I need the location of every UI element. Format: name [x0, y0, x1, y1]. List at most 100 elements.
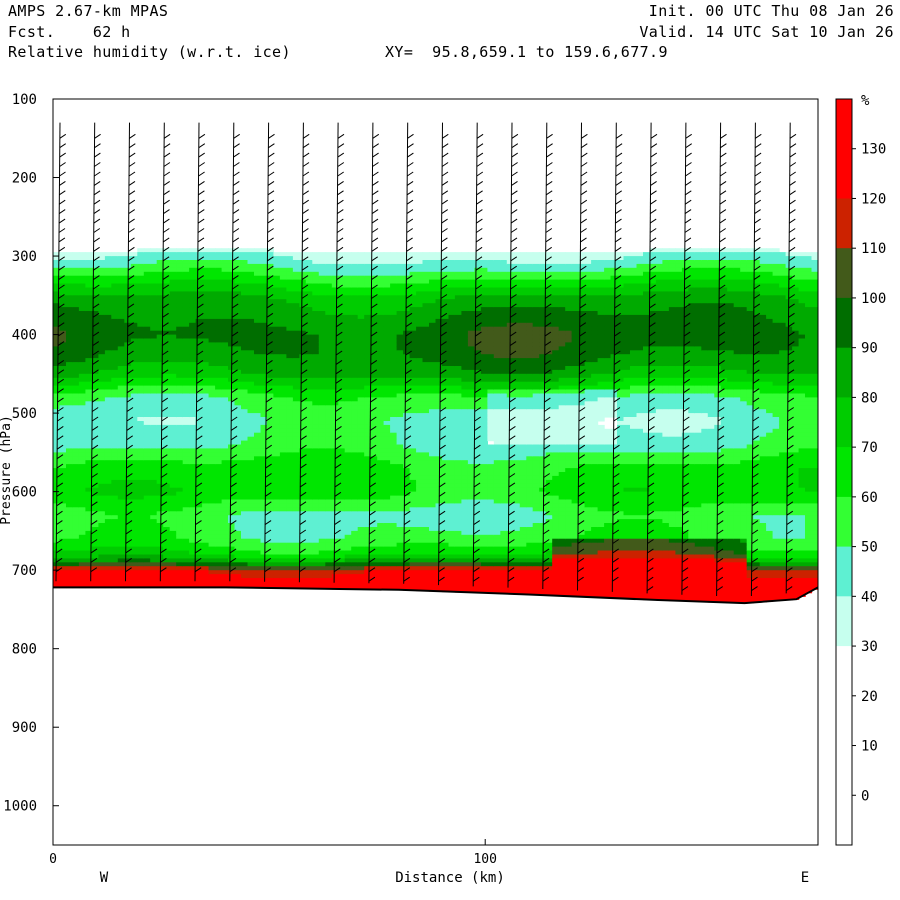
rh-cell: [91, 570, 99, 575]
rh-cell: [91, 377, 99, 383]
rh-cell: [318, 263, 326, 269]
rh-cell: [305, 566, 313, 571]
rh-cell: [344, 342, 352, 347]
rh-cell: [344, 377, 352, 383]
rh-cell: [409, 342, 417, 347]
rh-cell: [150, 511, 158, 516]
rh-cell: [137, 271, 145, 277]
rh-cell: [364, 405, 372, 410]
rh-cell: [182, 350, 190, 355]
rh-cell: [390, 452, 398, 457]
rh-cell: [85, 499, 93, 504]
rh-cell: [130, 271, 138, 277]
rh-cell: [254, 397, 262, 402]
rh-cell: [325, 479, 333, 485]
rh-cell: [364, 519, 372, 524]
rh-cell: [305, 483, 313, 489]
rh-cell: [137, 354, 145, 359]
rh-cell: [364, 464, 372, 469]
rh-cell: [292, 578, 300, 583]
rh-cell: [202, 468, 210, 473]
rh-cell: [312, 409, 320, 414]
rh-cell: [85, 472, 93, 477]
rh-cell: [182, 299, 190, 304]
rh-cell: [163, 456, 171, 461]
rh-cell: [111, 452, 119, 457]
rh-cell: [176, 252, 184, 257]
rh-cell: [312, 334, 320, 340]
rh-cell: [351, 566, 359, 571]
rh-cell: [66, 507, 74, 512]
rh-cell: [143, 523, 151, 528]
rh-cell: [78, 299, 86, 304]
rh-cell: [318, 405, 326, 410]
rh-cell: [305, 527, 313, 532]
rh-cell: [247, 338, 255, 343]
rh-cell: [370, 460, 378, 465]
rh-cell: [305, 346, 313, 351]
rh-cell: [189, 358, 197, 363]
rh-cell: [202, 275, 210, 281]
rh-cell: [403, 432, 411, 438]
rh-cell: [66, 534, 74, 540]
rh-cell: [59, 366, 67, 371]
rh-cell: [189, 369, 197, 375]
rh-cell: [422, 444, 430, 449]
rh-cell: [286, 448, 294, 453]
rh-cell: [228, 534, 236, 540]
rh-cell: [305, 440, 313, 446]
rh-cell: [78, 527, 86, 532]
rh-cell: [338, 499, 346, 504]
rh-cell: [156, 271, 164, 277]
rh-cell: [195, 263, 203, 269]
rh-cell: [254, 267, 262, 273]
rh-cell: [202, 342, 210, 347]
rh-cell: [215, 350, 223, 355]
rh-cell: [150, 468, 158, 473]
rh-cell: [338, 523, 346, 528]
rh-cell: [221, 248, 229, 253]
rh-cell: [260, 369, 268, 375]
rh-cell: [338, 428, 346, 434]
rh-cell: [150, 562, 158, 567]
rh-cell: [117, 271, 125, 277]
rh-cell: [273, 527, 281, 532]
rh-cell: [130, 550, 138, 555]
rh-cell: [189, 307, 197, 312]
rh-cell: [351, 283, 359, 288]
rh-cell: [312, 369, 320, 375]
rh-cell: [143, 252, 151, 257]
rh-cell: [189, 436, 197, 442]
rh-cell: [208, 291, 216, 296]
rh-cell: [279, 479, 287, 485]
rh-cell: [279, 283, 287, 288]
rh-cell: [137, 566, 145, 571]
rh-cell: [143, 503, 151, 508]
rh-cell: [208, 401, 216, 406]
rh-cell: [279, 421, 287, 426]
rh-cell: [150, 479, 158, 485]
rh-cell: [357, 428, 365, 434]
rh-cell: [241, 436, 249, 442]
rh-cell: [370, 413, 378, 418]
rh-cell: [312, 475, 320, 481]
rh-cell: [266, 495, 274, 501]
rh-cell: [208, 534, 216, 540]
rh-cell: [292, 421, 300, 426]
rh-cell: [66, 263, 74, 269]
rh-cell: [215, 295, 223, 300]
rh-cell: [338, 260, 346, 265]
rh-cell: [273, 424, 281, 430]
rh-cell: [254, 495, 262, 501]
rh-cell: [66, 295, 74, 300]
rh-cell: [117, 472, 125, 477]
rh-cell: [156, 436, 164, 442]
rh-cell: [241, 271, 249, 277]
rh-cell: [130, 311, 138, 316]
rh-cell: [247, 377, 255, 383]
rh-cell: [247, 401, 255, 406]
rh-cell: [364, 542, 372, 548]
rh-cell: [422, 318, 430, 324]
rh-cell: [292, 491, 300, 497]
rh-cell: [130, 322, 138, 328]
